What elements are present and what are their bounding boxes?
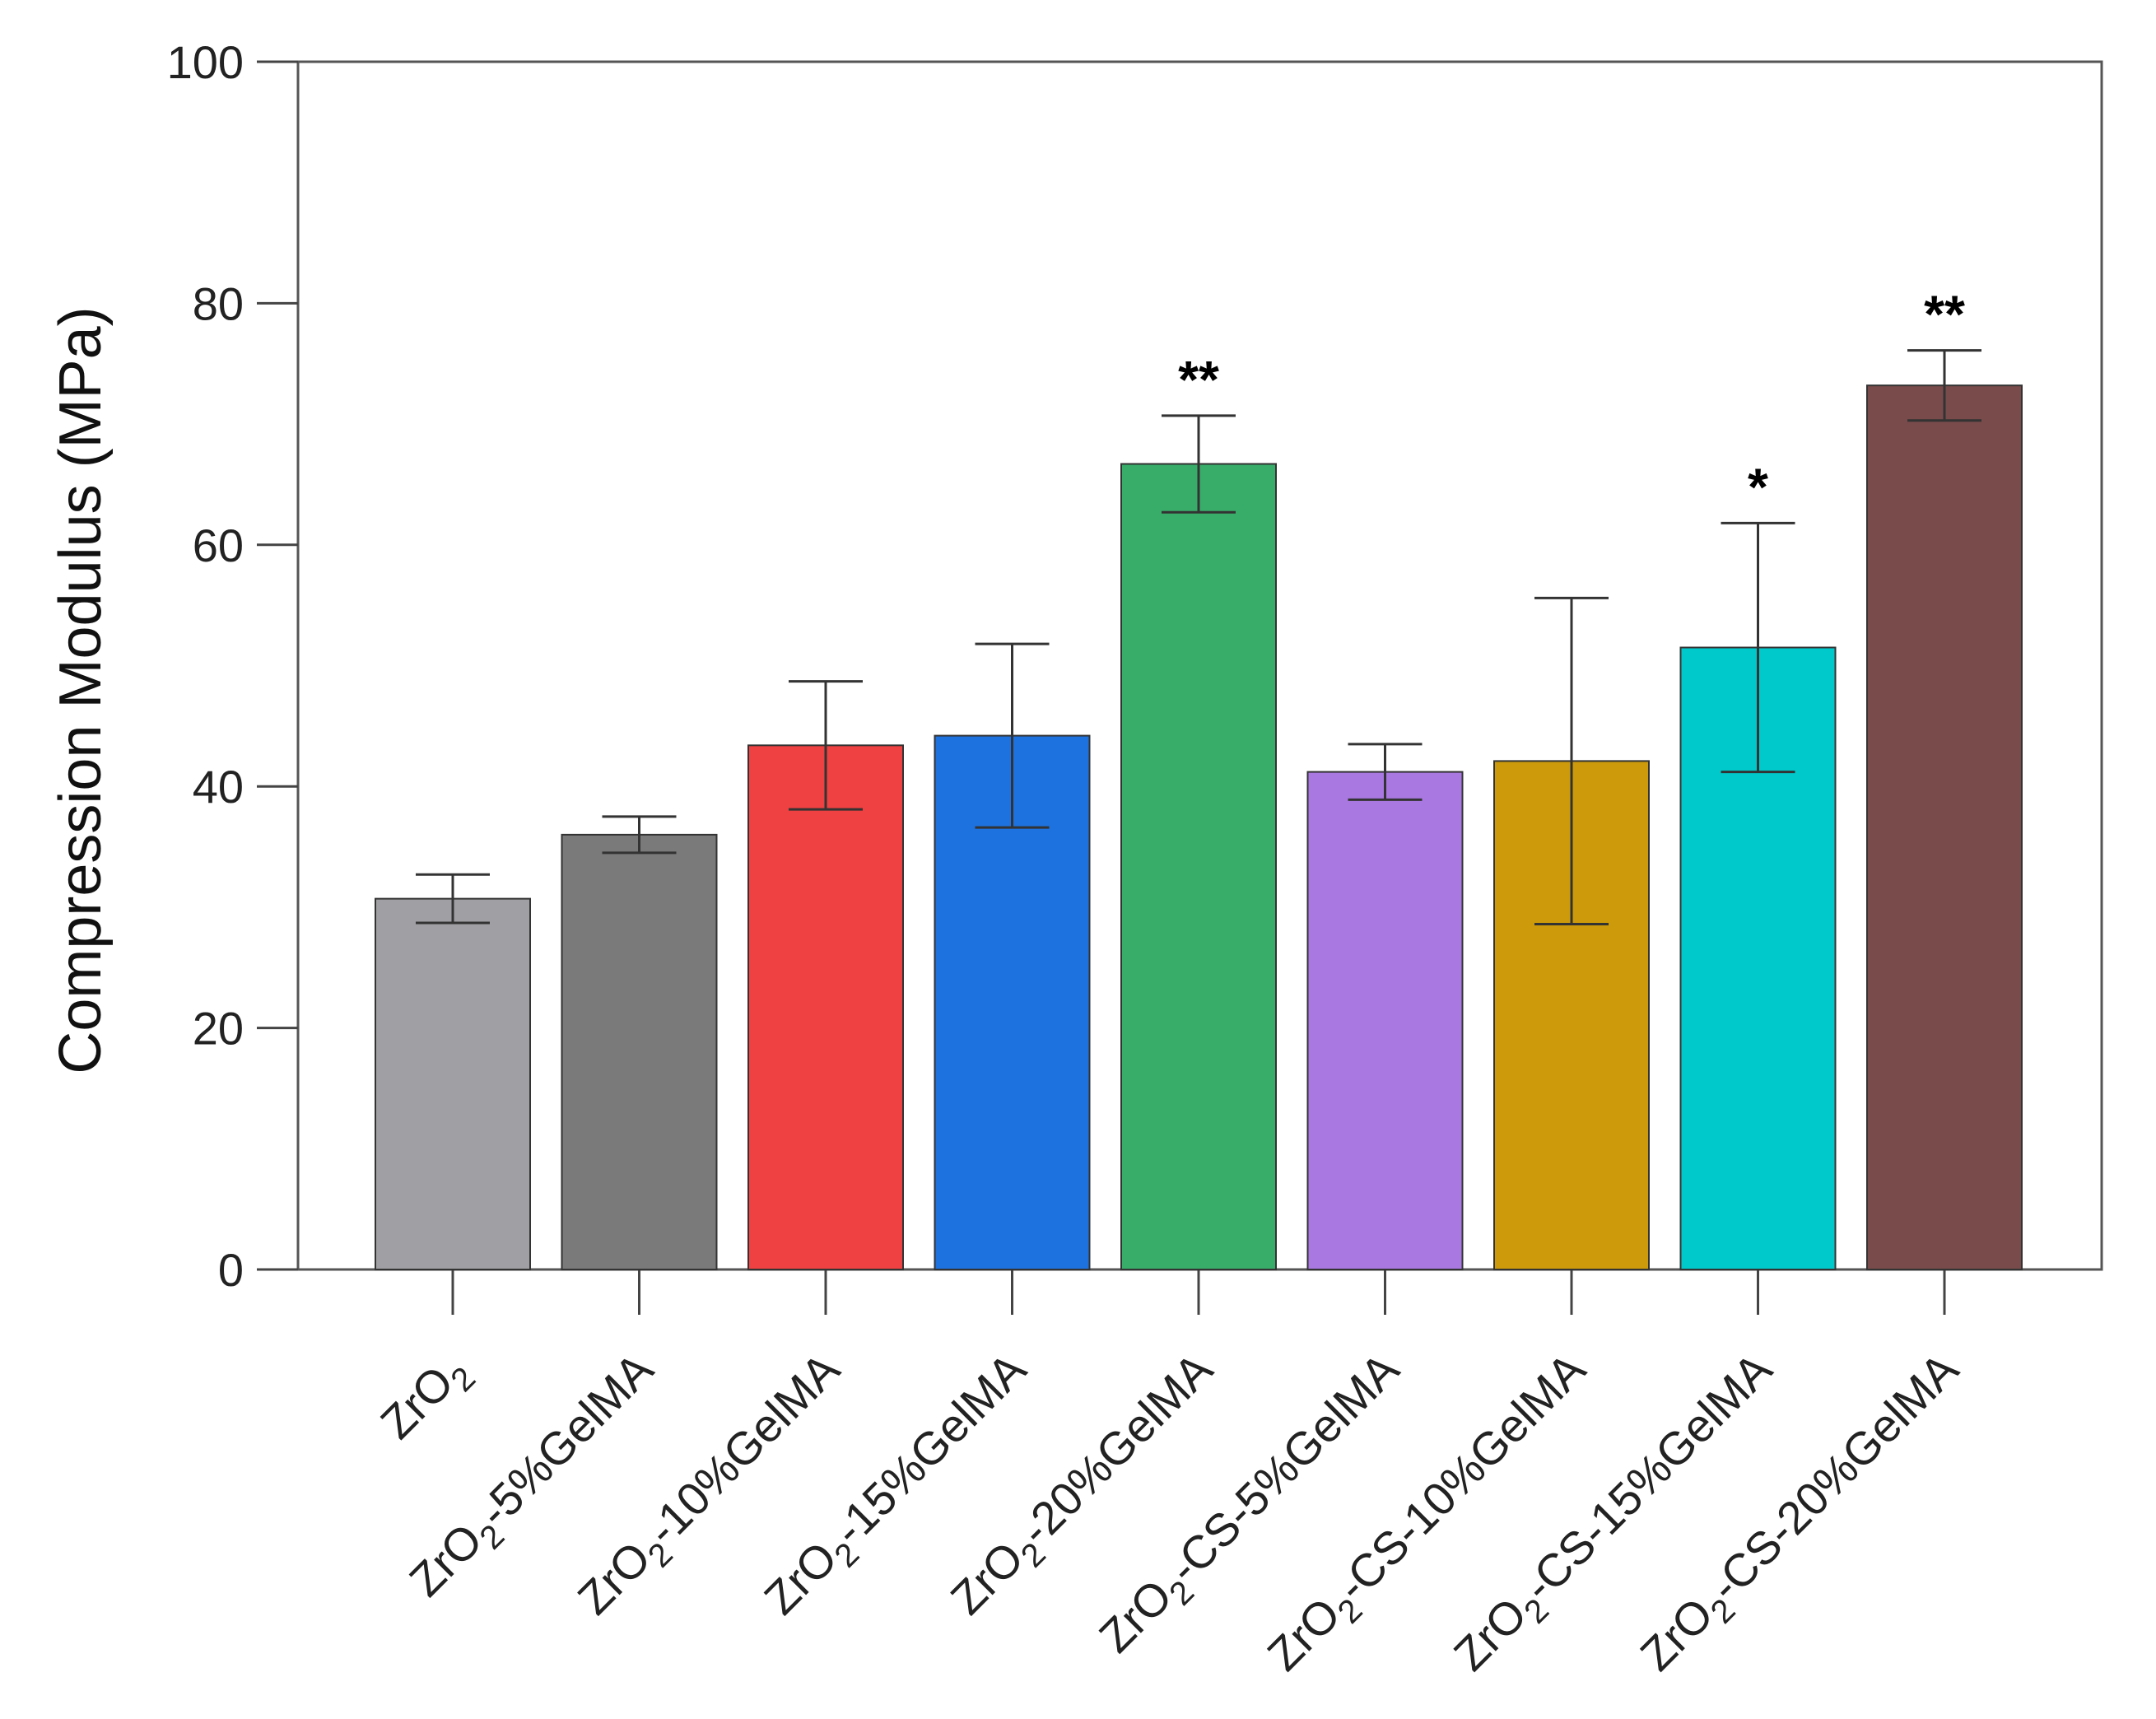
error-bar-3: [789, 680, 863, 811]
error-bar-8: [1721, 521, 1795, 774]
y-tick-label-0: 0: [218, 1244, 244, 1296]
bar-6: [1306, 771, 1464, 1270]
y-tick-label-60: 60: [193, 519, 244, 571]
x-category-label-8: ZrO2-CS-15%GelMA: [1444, 1342, 1788, 1686]
error-bar-1: [416, 873, 490, 925]
y-tick-label-80: 80: [193, 277, 244, 329]
bar-9: [1866, 384, 2023, 1270]
x-category-label-9: ZrO2-CS-20%GelMA: [1630, 1342, 1974, 1686]
bar-1: [375, 897, 531, 1270]
bar-3: [747, 744, 904, 1270]
bar-5: [1120, 463, 1277, 1270]
x-category-label-1: ZrO2: [370, 1343, 482, 1455]
error-bar-9: [1907, 349, 1981, 422]
y-tick-label-100: 100: [167, 36, 244, 88]
bar-2: [561, 833, 718, 1270]
y-tick-label-20: 20: [193, 1003, 244, 1055]
y-axis: 0 20 40 60 80 100: [167, 36, 298, 1296]
y-axis-title: Compression Modulus (MPa): [48, 306, 114, 1074]
x-axis: ZrO2ZrO2-5%GelMAZrO2-10%GelMAZrO2-15%Gel…: [370, 1269, 1974, 1686]
error-bars: [416, 349, 1981, 925]
error-bar-2: [602, 815, 677, 855]
x-category-label-7: ZrO2-CS-10%GelMA: [1257, 1342, 1601, 1686]
significance-label-8: *: [1748, 457, 1768, 516]
significance-label-5: **: [1178, 350, 1219, 409]
y-tick-label-40: 40: [193, 761, 244, 813]
error-bar-7: [1534, 596, 1609, 925]
significance-marks: *****: [1178, 285, 1965, 517]
error-bar-5: [1162, 414, 1236, 514]
error-bar-6: [1348, 743, 1423, 801]
bars: [375, 384, 2023, 1270]
error-bar-4: [975, 642, 1050, 829]
significance-label-9: **: [1924, 285, 1965, 344]
